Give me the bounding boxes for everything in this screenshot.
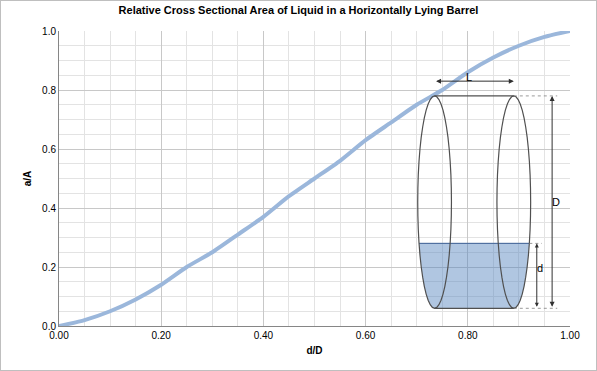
svg-text:d/D: d/D xyxy=(306,345,322,356)
svg-text:d: d xyxy=(537,262,543,274)
svg-text:0.8: 0.8 xyxy=(42,85,56,96)
svg-text:0.00: 0.00 xyxy=(49,330,69,341)
svg-text:0.60: 0.60 xyxy=(356,330,376,341)
svg-text:Relative Cross Sectional Area: Relative Cross Sectional Area of Liquid … xyxy=(119,4,479,16)
svg-text:0.6: 0.6 xyxy=(42,144,56,155)
svg-text:1.0: 1.0 xyxy=(42,26,56,37)
svg-text:0.2: 0.2 xyxy=(42,262,56,273)
svg-text:0.20: 0.20 xyxy=(151,330,171,341)
svg-text:0.40: 0.40 xyxy=(254,330,274,341)
svg-text:L: L xyxy=(466,71,472,83)
svg-text:0.80: 0.80 xyxy=(458,330,478,341)
svg-text:D: D xyxy=(552,196,560,208)
svg-text:a/A: a/A xyxy=(22,171,33,187)
svg-text:0.4: 0.4 xyxy=(42,203,56,214)
svg-text:1.00: 1.00 xyxy=(560,330,580,341)
svg-text:0.0: 0.0 xyxy=(42,321,56,332)
